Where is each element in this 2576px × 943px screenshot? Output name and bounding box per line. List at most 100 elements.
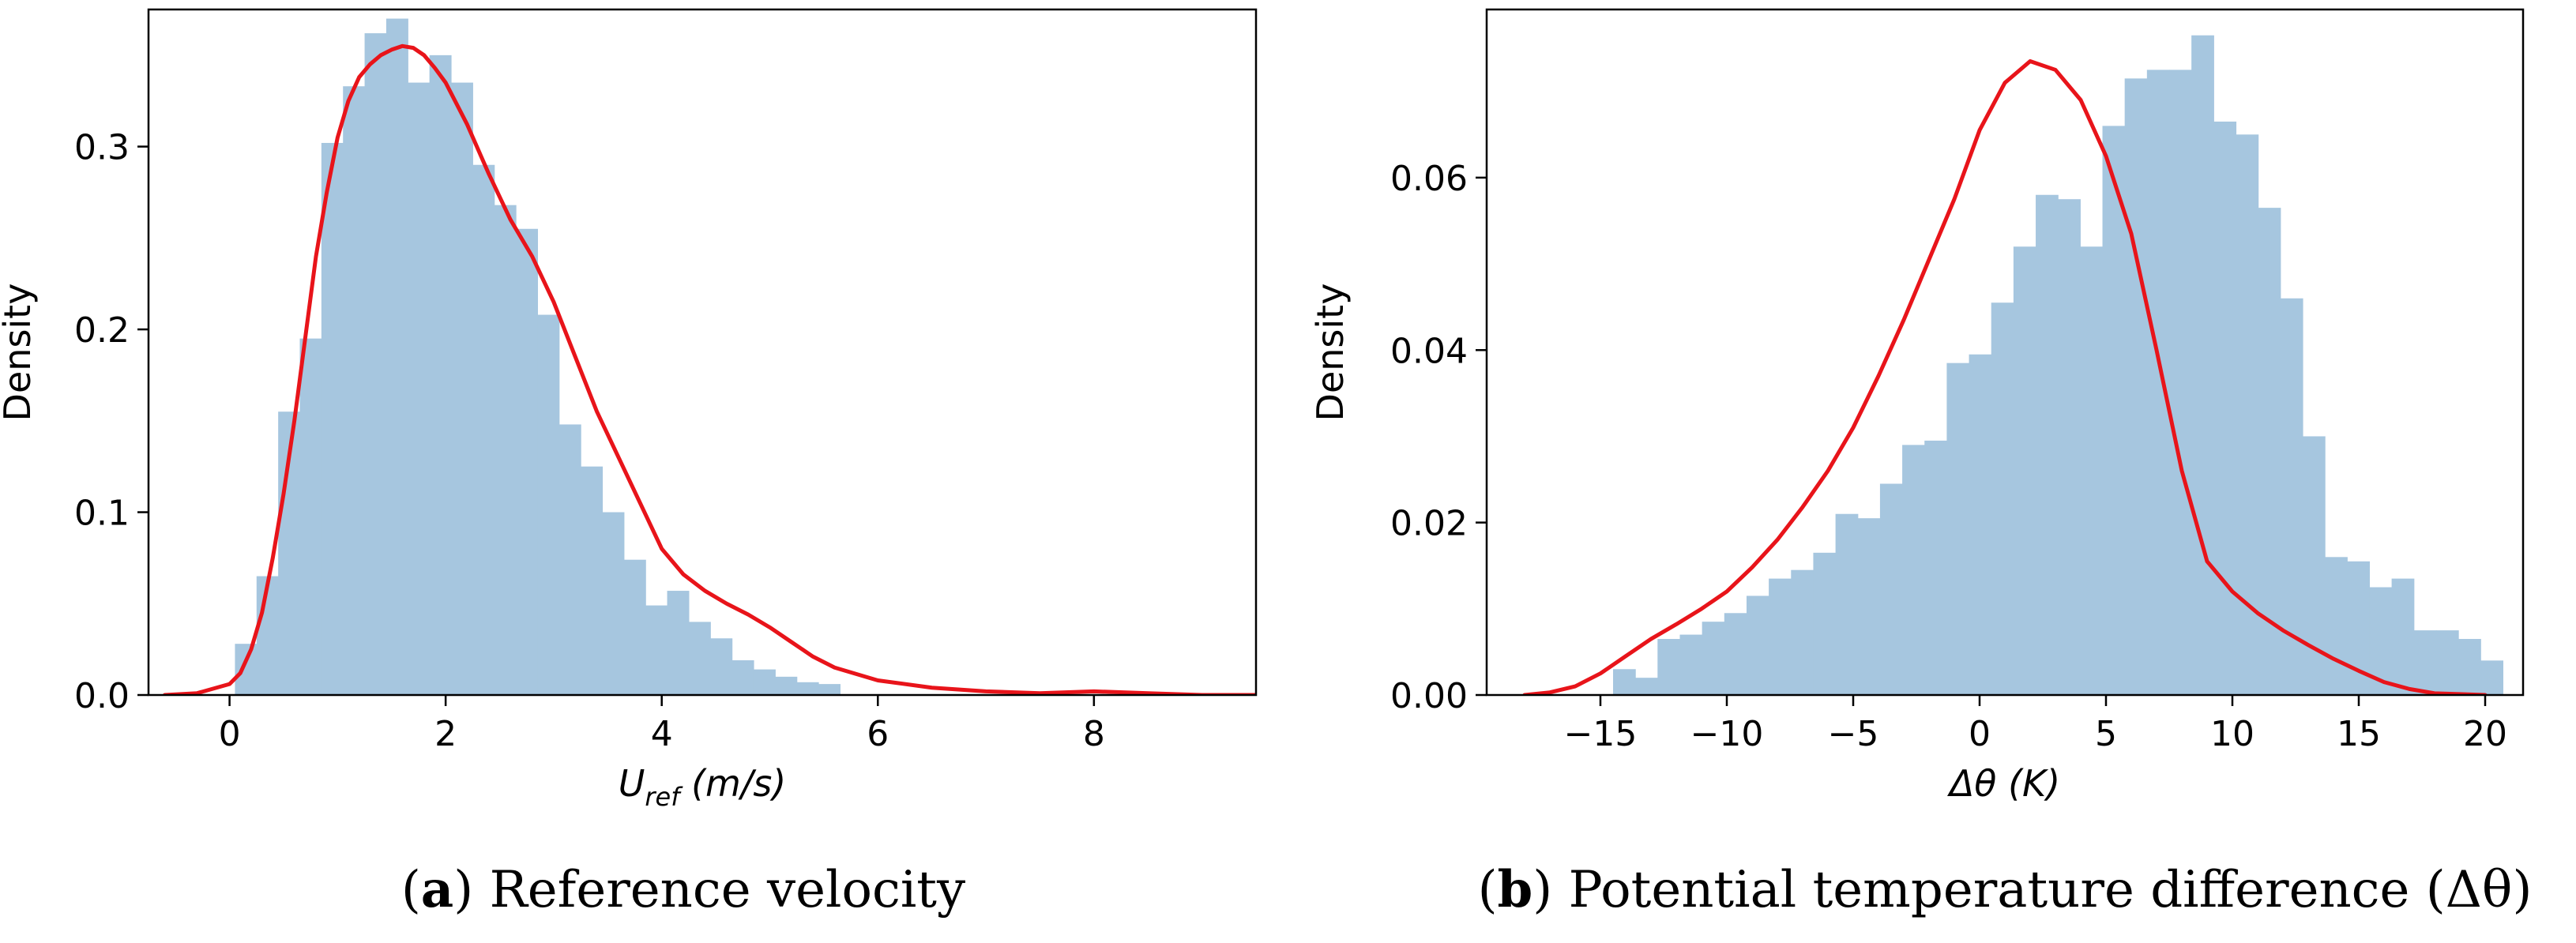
y-tick-label: 0.0 <box>74 676 130 716</box>
x-tick-label: 2 <box>434 714 457 754</box>
histogram-bar <box>2013 246 2036 695</box>
histogram-bar <box>1613 669 1636 695</box>
y-tick-label: 0.2 <box>74 310 130 351</box>
histogram-bar <box>2058 199 2081 695</box>
caption-text: Potential temperature difference (Δθ) <box>1569 861 2533 919</box>
histogram-bar <box>1657 639 1681 695</box>
histogram-bar <box>2191 35 2214 695</box>
histogram-bar <box>2325 557 2348 695</box>
x-tick-label: −15 <box>1564 714 1638 754</box>
y-tick-label: 0.1 <box>74 494 130 534</box>
x-tick-label: 6 <box>867 714 889 754</box>
x-tick-label: 10 <box>2210 714 2254 754</box>
histogram-bar <box>818 684 840 695</box>
histogram-bar <box>1879 483 1903 695</box>
caption-paren-open: ( <box>401 861 421 919</box>
histogram-bar <box>472 164 495 695</box>
x-axis-label-unit: (m/s) <box>691 762 786 805</box>
kde-line <box>1522 59 2488 695</box>
histogram-bar <box>2458 639 2481 695</box>
y-tick-label: 0.02 <box>1390 504 1468 544</box>
histogram-bar <box>1724 613 1747 695</box>
histogram-bar <box>1791 569 1814 695</box>
histogram-bar <box>1813 552 1837 695</box>
histogram-bar <box>1924 440 1947 695</box>
x-tick-label: 20 <box>2463 714 2507 754</box>
histogram-bar <box>494 205 517 695</box>
caption-paren-close: ) <box>1532 861 1568 919</box>
histogram-bar <box>385 18 408 695</box>
panel-caption: (a) Reference velocity <box>401 860 965 919</box>
histogram-bar <box>235 644 258 695</box>
caption-letter: b <box>1498 860 1533 919</box>
histogram-bar <box>1635 678 1658 695</box>
histogram-bar <box>1769 578 1792 695</box>
histogram-bar <box>1857 518 1881 695</box>
histogram-bar <box>775 676 798 695</box>
histogram-bar <box>2036 194 2059 695</box>
x-axis-label-symbol: Δθ <box>1947 762 1997 805</box>
histogram-bar <box>688 622 711 695</box>
y-tick-label: 0.00 <box>1390 676 1468 716</box>
histogram-bar <box>2435 630 2459 695</box>
histogram-bar <box>558 424 581 695</box>
histogram-bar <box>796 682 819 695</box>
histogram-bar <box>450 82 473 695</box>
caption-paren-close: ) <box>453 861 489 919</box>
x-tick-label: −5 <box>1828 714 1879 754</box>
histogram-bar <box>2302 436 2326 695</box>
histogram-bar <box>1991 302 2014 695</box>
histogram-bar <box>1702 622 1725 695</box>
x-tick-label: −10 <box>1690 714 1764 754</box>
histogram-bar <box>710 638 733 695</box>
histogram-bar <box>1902 445 1925 695</box>
histogram-bar <box>343 86 366 695</box>
histogram-bar <box>753 669 776 695</box>
y-axis-label: Density <box>1309 284 1352 422</box>
histogram-bar <box>2236 134 2259 695</box>
histogram-bar <box>645 605 668 695</box>
histogram-bar <box>2102 126 2126 695</box>
axes-frame <box>147 8 1258 697</box>
histogram-bar <box>581 466 604 695</box>
y-tick-label: 0.3 <box>74 128 130 168</box>
histogram-bar <box>364 33 387 695</box>
histogram-bar <box>299 338 322 695</box>
histogram-bar <box>2391 578 2415 695</box>
caption-paren-open: ( <box>1478 861 1498 919</box>
histogram-bars <box>235 18 840 695</box>
histogram-bar <box>2480 660 2503 695</box>
y-tick-label: 0.04 <box>1390 331 1468 371</box>
panel-caption: (b) Potential temperature difference (Δθ… <box>1478 860 2533 919</box>
kde-line <box>163 43 1256 695</box>
x-tick-label: 0 <box>1969 714 1991 754</box>
histogram-bar <box>408 82 431 695</box>
x-axis-label: Δθ (K) <box>1947 762 2060 805</box>
histogram-bar <box>516 228 539 695</box>
histogram-bar <box>2413 630 2437 695</box>
x-tick-label: 0 <box>219 714 241 754</box>
y-axis-label: Density <box>0 284 39 422</box>
histogram-bar <box>731 660 754 695</box>
histogram-bars <box>1613 35 2503 695</box>
panel-b-temperature: −15 −10 −5 0 5 10 15 20 0.00 0.02 0.04 0.06 Density Δ… <box>1309 8 2533 919</box>
histogram-bar <box>537 314 560 695</box>
x-axis-label: Uref (m/s) <box>619 762 787 812</box>
histogram-bar <box>321 142 344 695</box>
panel-a-velocity: 0 2 4 6 8 0.0 0.1 0.2 0.3 Density Uref (m/s) (a) Re… <box>0 8 1258 919</box>
x-tick-label: 15 <box>2337 714 2381 754</box>
caption-letter: a <box>421 860 453 919</box>
histogram-bar <box>2146 70 2170 695</box>
histogram-bar <box>2213 121 2237 695</box>
histogram-bar <box>667 591 690 695</box>
histogram-bar <box>1835 513 1859 695</box>
histogram-bar <box>1946 363 1970 695</box>
x-axis-label-subscript: ref <box>645 782 683 812</box>
x-axis-label-symbol: U <box>619 762 645 805</box>
caption-text: Reference velocity <box>490 861 966 919</box>
histogram-bar <box>2169 70 2192 695</box>
histogram-bar <box>256 576 279 695</box>
histogram-bar <box>602 512 625 695</box>
histogram-bar <box>429 54 452 695</box>
